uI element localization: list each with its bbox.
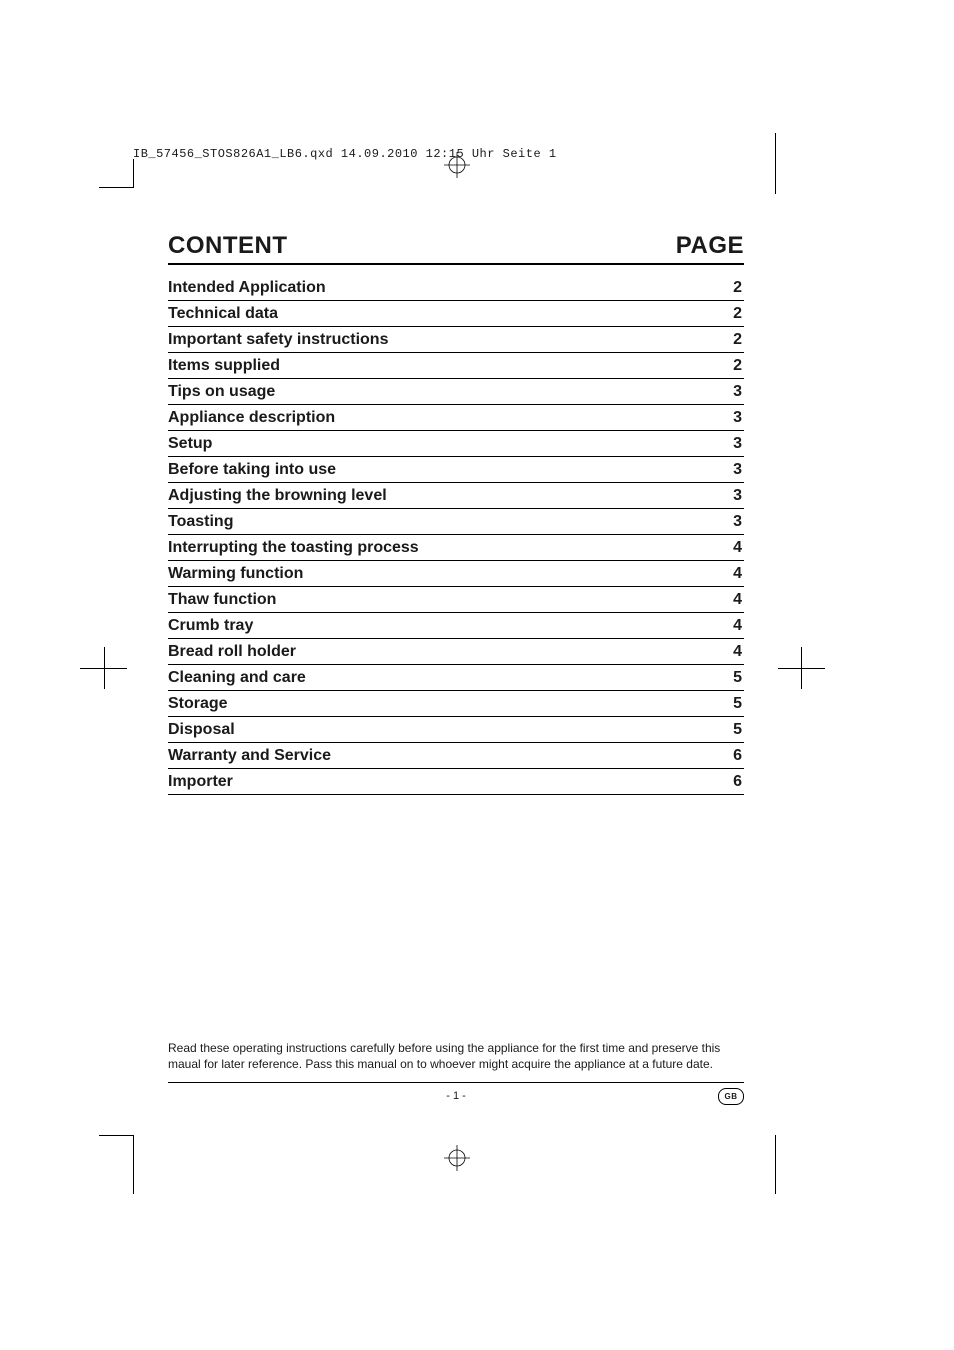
toc-row: Adjusting the browning level 3 bbox=[168, 483, 744, 509]
crop-mark bbox=[133, 159, 134, 187]
toc-rows: Intended Application2Technical data2Impo… bbox=[168, 275, 744, 795]
toc-heading-row: CONTENT PAGE bbox=[168, 232, 744, 265]
toc-title: Intended Application bbox=[168, 279, 326, 297]
print-page: IB_57456_STOS826A1_LB6.qxd 14.09.2010 12… bbox=[0, 0, 954, 1350]
toc-page-number: 2 bbox=[733, 357, 744, 375]
toc-title: Important safety instructions bbox=[168, 331, 388, 349]
toc-row: Warranty and Service 6 bbox=[168, 743, 744, 769]
toc-page-number: 6 bbox=[733, 747, 744, 765]
toc-page-number: 6 bbox=[733, 773, 744, 791]
toc-row: Important safety instructions 2 bbox=[168, 327, 744, 353]
toc-row: Storage 5 bbox=[168, 691, 744, 717]
toc-page-number: 4 bbox=[733, 565, 744, 583]
toc-title: Setup bbox=[168, 435, 212, 453]
toc-title: Importer bbox=[168, 773, 233, 791]
toc-page-number: 4 bbox=[733, 591, 744, 609]
toc-page-number: 2 bbox=[733, 331, 744, 349]
toc-page-number: 4 bbox=[733, 643, 744, 661]
toc-title: Appliance description bbox=[168, 409, 335, 427]
toc-title: Adjusting the browning level bbox=[168, 487, 387, 505]
toc-row: Intended Application 2 bbox=[168, 275, 744, 301]
toc-title: Bread roll holder bbox=[168, 643, 296, 661]
toc-row: Disposal 5 bbox=[168, 717, 744, 743]
toc-title: Cleaning and care bbox=[168, 669, 306, 687]
toc-title: Toasting bbox=[168, 513, 233, 531]
footer-rule bbox=[168, 1082, 744, 1083]
crop-mark bbox=[775, 1135, 776, 1194]
toc-page-number: 3 bbox=[733, 409, 744, 427]
preserve-instructions-paragraph: Read these operating instructions carefu… bbox=[168, 1040, 744, 1072]
toc-row: Warming function 4 bbox=[168, 561, 744, 587]
toc-row: Before taking into use 3 bbox=[168, 457, 744, 483]
toc-page-number: 3 bbox=[733, 383, 744, 401]
document-metadata-line: IB_57456_STOS826A1_LB6.qxd 14.09.2010 12… bbox=[133, 147, 557, 161]
toc-page-number: 3 bbox=[733, 435, 744, 453]
toc-row: Tips on usage 3 bbox=[168, 379, 744, 405]
toc-title: Items supplied bbox=[168, 357, 280, 375]
crop-mark bbox=[80, 668, 127, 669]
toc-row: Technical data 2 bbox=[168, 301, 744, 327]
toc-row: Crumb tray 4 bbox=[168, 613, 744, 639]
toc-page-number: 5 bbox=[733, 695, 744, 713]
registration-crosshair-icon bbox=[444, 1145, 470, 1171]
language-badge: GB bbox=[718, 1088, 744, 1105]
page-number: - 1 - bbox=[446, 1090, 466, 1102]
toc-row: Bread roll holder 4 bbox=[168, 639, 744, 665]
toc-heading-right: PAGE bbox=[676, 232, 744, 260]
toc-page-number: 5 bbox=[733, 669, 744, 687]
crop-mark bbox=[99, 1135, 134, 1136]
toc-title: Technical data bbox=[168, 305, 278, 323]
toc-row: Toasting 3 bbox=[168, 509, 744, 535]
toc-title: Before taking into use bbox=[168, 461, 336, 479]
toc-page-number: 4 bbox=[733, 617, 744, 635]
toc-row: Cleaning and care 5 bbox=[168, 665, 744, 691]
toc-row: Thaw function 4 bbox=[168, 587, 744, 613]
toc-page-number: 3 bbox=[733, 513, 744, 531]
toc-title: Disposal bbox=[168, 721, 235, 739]
toc-container: CONTENT PAGE Intended Application2Techni… bbox=[168, 232, 744, 795]
toc-title: Warranty and Service bbox=[168, 747, 331, 765]
toc-heading-left: CONTENT bbox=[168, 232, 288, 260]
toc-title: Crumb tray bbox=[168, 617, 253, 635]
toc-row: Items supplied 2 bbox=[168, 353, 744, 379]
toc-page-number: 3 bbox=[733, 487, 744, 505]
toc-title: Warming function bbox=[168, 565, 303, 583]
toc-title: Storage bbox=[168, 695, 228, 713]
toc-page-number: 5 bbox=[733, 721, 744, 739]
crop-mark bbox=[778, 668, 825, 669]
toc-page-number: 4 bbox=[733, 539, 744, 557]
toc-title: Interrupting the toasting process bbox=[168, 539, 419, 557]
toc-row: Importer 6 bbox=[168, 769, 744, 795]
toc-row: Interrupting the toasting process 4 bbox=[168, 535, 744, 561]
toc-page-number: 3 bbox=[733, 461, 744, 479]
toc-page-number: 2 bbox=[733, 305, 744, 323]
toc-row: Setup 3 bbox=[168, 431, 744, 457]
crop-mark bbox=[133, 1135, 134, 1194]
toc-page-number: 2 bbox=[733, 279, 744, 297]
toc-title: Thaw function bbox=[168, 591, 276, 609]
toc-row: Appliance description 3 bbox=[168, 405, 744, 431]
crop-mark bbox=[775, 133, 776, 194]
toc-title: Tips on usage bbox=[168, 383, 275, 401]
crop-mark bbox=[99, 187, 134, 188]
